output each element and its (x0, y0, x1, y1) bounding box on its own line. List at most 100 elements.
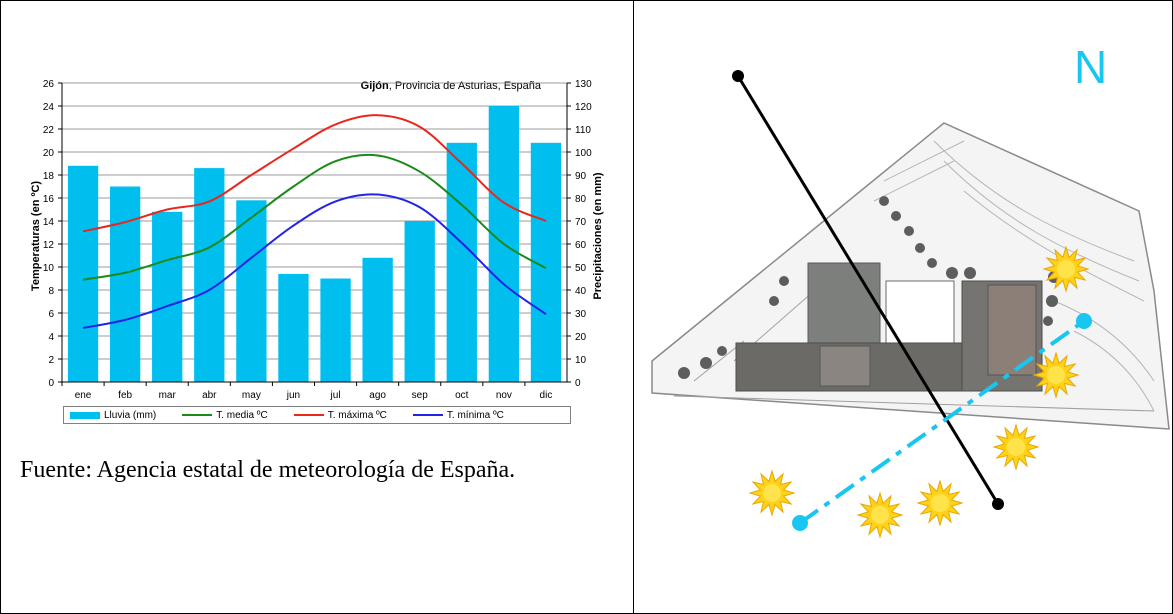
x-tick-label: dic (540, 390, 553, 401)
y-tick-label: 4 (48, 332, 54, 343)
site-plan: N (651, 41, 1170, 539)
x-tick-label: jul (330, 390, 341, 401)
y2-tick-label: 90 (575, 171, 587, 182)
suns (748, 245, 1090, 539)
sun-icon (992, 423, 1040, 471)
y2-tick-label: 100 (575, 148, 592, 159)
legend-item-mean: T. media ºC (182, 409, 268, 421)
sun-icon (748, 469, 796, 517)
y2-tick-label: 60 (575, 240, 587, 251)
temperature-lines (82, 114, 547, 329)
legend-line-mean (182, 414, 213, 416)
rain-bar (152, 211, 183, 382)
chart-title-bold: Gijón (361, 80, 389, 92)
building-courtyard-west (807, 262, 881, 344)
sun-icon (916, 479, 964, 527)
x-tick-label: abr (202, 390, 217, 401)
y-axis-label: Temperaturas (en ºC) (30, 181, 42, 292)
y2-tick-label: 50 (575, 263, 587, 274)
y2-tick-label: 30 (575, 309, 587, 320)
y-tick-label: 8 (48, 286, 54, 297)
climate-chart: Gijón, Provincia de Asturias, España Tem… (30, 79, 604, 401)
rain-bar (236, 200, 267, 382)
y-tick-label: 0 (48, 378, 54, 389)
y-tick-label: 18 (43, 171, 55, 182)
line-t-maxima (82, 114, 547, 233)
grid (62, 82, 567, 383)
svg-text:Gijón, Provincia de Asturias,: Gijón, Provincia de Asturias, España (361, 80, 542, 92)
line-t-media (82, 153, 547, 281)
x-tick-label: oct (455, 390, 469, 401)
sun-path-start (792, 515, 808, 531)
rain-bar (278, 273, 309, 382)
y2-tick-label: 120 (575, 102, 592, 113)
chart-title: Gijón, Provincia de Asturias, España (361, 80, 542, 92)
chart-legend: Lluvia (mm) T. media ºC T. máxima ºC T. … (63, 406, 571, 424)
sun-path (792, 313, 1092, 531)
y2-tick-label: 10 (575, 355, 587, 366)
legend-line-max (293, 414, 324, 416)
rain-bar (320, 278, 351, 382)
legend-label-mean: T. media ºC (216, 409, 268, 421)
y2-tick-label: 20 (575, 332, 587, 343)
y-tick-label: 24 (43, 102, 55, 113)
trees (678, 196, 1060, 379)
sun-icon (1032, 351, 1080, 399)
rain-bar (67, 165, 99, 382)
legend-label-rain: Lluvia (mm) (104, 409, 157, 421)
y-tick-label: 12 (43, 240, 55, 251)
y2-tick-label: 70 (575, 217, 587, 228)
sun-path-end (1076, 313, 1092, 329)
legend-label-min: T. mínima ºC (446, 409, 504, 421)
building-plaza (819, 345, 871, 387)
table-divider (633, 0, 634, 614)
buildings (735, 262, 1043, 392)
rain-bars (67, 106, 562, 382)
x-tick-label: ene (75, 390, 92, 401)
x-tick-label: jun (286, 390, 300, 401)
y-tick-label: 2 (48, 355, 54, 366)
north-label: N (1074, 41, 1107, 93)
sun-icon (1042, 245, 1090, 293)
x-tick-label: sep (412, 390, 429, 401)
legend-item-max: T. máxima ºC (293, 409, 387, 421)
y2-tick-label: 40 (575, 286, 587, 297)
x-ticks: ene feb mar abr may jun jul ago sep oct nov dic (61, 382, 553, 401)
orientation-axis (732, 70, 1004, 510)
x-tick-label: feb (118, 390, 132, 401)
legend-item-min: T. mínima ºC (412, 409, 504, 421)
y2-tick-label: 80 (575, 194, 587, 205)
climate-cell: Gijón, Provincia de Asturias, España Tem… (1, 1, 633, 613)
y-tick-label: 26 (43, 79, 55, 90)
source-caption: Fuente: Agencia estatal de meteorología … (20, 457, 516, 483)
y-tick-label: 6 (48, 309, 54, 320)
legend-line-min (412, 414, 443, 416)
y2-tick-label: 0 (575, 378, 581, 389)
orientation-axis-start (732, 70, 744, 82)
x-tick-label: mar (159, 390, 177, 401)
rain-bar (446, 142, 477, 382)
y2-tick-label: 110 (575, 125, 591, 136)
sun-icon (856, 491, 904, 539)
x-tick-label: may (242, 390, 261, 401)
site-plan-cell: N (634, 1, 1172, 613)
rain-bar (362, 257, 393, 382)
chart-title-rest: , Provincia de Asturias, España (389, 80, 542, 92)
legend-item-rain: Lluvia (mm) (70, 410, 156, 421)
orientation-axis-end (992, 498, 1004, 510)
rain-bar (404, 221, 435, 382)
legend-swatch-rain (70, 411, 100, 419)
line-t-minima (82, 193, 547, 329)
y-tick-label: 14 (43, 217, 55, 228)
y2-ticks: 0 10 20 30 40 50 60 70 80 90 100 110 120 130 (567, 79, 592, 389)
contour-lines (873, 140, 1155, 412)
rain-bar (109, 186, 141, 382)
y-tick-label: 10 (43, 263, 55, 274)
x-tick-label: nov (496, 390, 512, 401)
y-tick-label: 20 (43, 148, 55, 159)
legend-label-max: T. máxima ºC (327, 409, 387, 421)
y-tick-label: 16 (43, 194, 55, 205)
x-tick-label: ago (369, 390, 386, 401)
